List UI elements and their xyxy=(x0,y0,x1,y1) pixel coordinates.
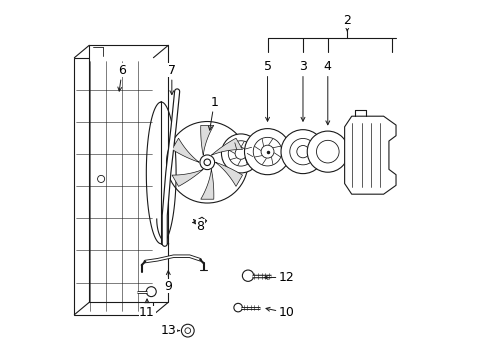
Text: 1: 1 xyxy=(208,95,218,130)
Circle shape xyxy=(242,270,253,282)
Text: 4: 4 xyxy=(323,60,331,125)
Circle shape xyxy=(281,130,325,174)
Polygon shape xyxy=(172,169,203,186)
Polygon shape xyxy=(215,162,242,186)
Circle shape xyxy=(181,324,194,337)
Polygon shape xyxy=(172,138,199,162)
Polygon shape xyxy=(89,45,168,302)
Text: 6: 6 xyxy=(118,64,126,91)
Polygon shape xyxy=(344,116,395,194)
Polygon shape xyxy=(211,138,242,155)
Circle shape xyxy=(233,303,242,312)
Text: 11: 11 xyxy=(139,299,155,319)
Text: 13: 13 xyxy=(160,324,179,337)
Text: 10: 10 xyxy=(265,306,294,319)
Circle shape xyxy=(306,131,347,172)
Text: 9: 9 xyxy=(164,271,172,293)
Text: 5: 5 xyxy=(263,60,271,121)
Circle shape xyxy=(244,129,290,175)
Polygon shape xyxy=(201,169,213,199)
Text: 8: 8 xyxy=(193,219,204,233)
Polygon shape xyxy=(200,125,213,155)
Text: 3: 3 xyxy=(299,60,306,121)
Text: 12: 12 xyxy=(264,271,294,284)
Text: 2: 2 xyxy=(343,14,350,31)
Circle shape xyxy=(221,134,260,173)
Text: 7: 7 xyxy=(167,64,176,95)
